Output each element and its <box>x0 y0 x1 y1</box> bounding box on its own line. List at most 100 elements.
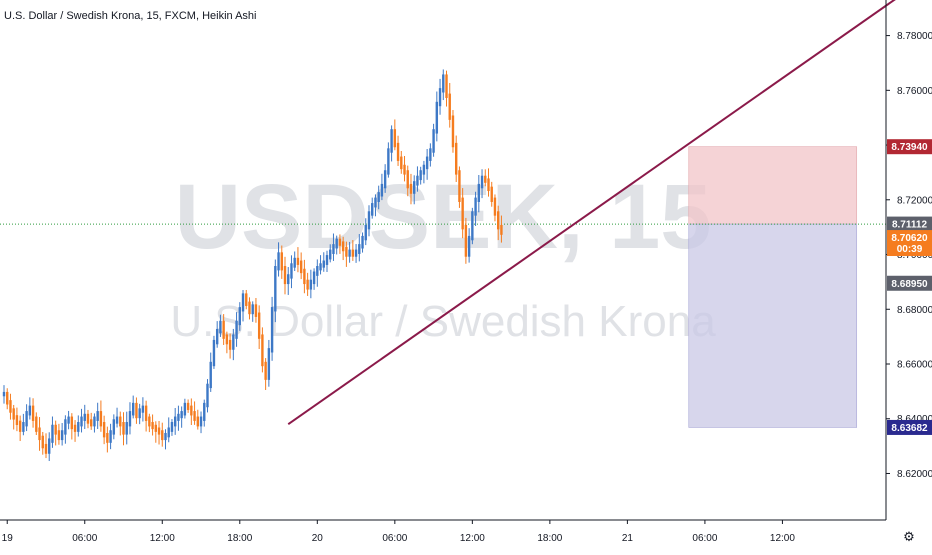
candle <box>57 423 61 445</box>
candle <box>164 429 167 450</box>
price-label-box <box>887 216 932 232</box>
candle-body <box>422 164 426 175</box>
chart-title: U.S. Dollar / Swedish Krona, 15, FXCM, H… <box>4 10 257 22</box>
candle <box>341 236 345 261</box>
candle-body <box>299 260 303 274</box>
candle-body <box>241 293 245 312</box>
price-label-text: 8.68950 <box>891 279 928 290</box>
candle-body <box>338 238 342 246</box>
candle-body <box>438 88 442 107</box>
candle-body <box>264 361 267 380</box>
candle <box>77 415 80 437</box>
candle-body <box>409 183 413 194</box>
candle <box>215 321 219 348</box>
candle-body <box>122 422 125 435</box>
candle-body <box>432 129 435 153</box>
candle <box>35 412 38 436</box>
candle-body <box>484 175 487 183</box>
candle <box>283 256 287 295</box>
candle-body <box>6 391 9 405</box>
candle <box>38 417 41 451</box>
candle <box>487 168 490 197</box>
candle <box>312 268 316 290</box>
candle-body <box>44 443 48 454</box>
candle <box>367 205 371 237</box>
candle <box>474 191 477 226</box>
y-tick-label: 8.72000 <box>897 195 932 206</box>
candle <box>287 267 290 295</box>
candle <box>112 414 116 440</box>
candle-body <box>293 257 296 268</box>
candle-body <box>228 339 232 350</box>
candle-body <box>354 249 358 257</box>
candle <box>484 169 487 187</box>
candle-body <box>186 402 190 410</box>
candle <box>60 423 64 446</box>
candle <box>413 175 416 205</box>
candle-body <box>35 416 38 432</box>
candle-body <box>413 181 416 194</box>
candle-body <box>406 170 409 189</box>
candle-body <box>251 304 254 315</box>
candle-body <box>102 422 106 438</box>
candle <box>219 314 222 337</box>
candle <box>51 416 54 448</box>
candle <box>6 388 9 410</box>
candle <box>280 245 283 279</box>
candle-body <box>458 170 461 202</box>
candle-body <box>455 142 458 175</box>
candle <box>374 194 377 217</box>
candle <box>493 194 497 222</box>
candle-body <box>80 416 83 427</box>
candle-body <box>474 197 477 216</box>
candle <box>203 399 206 427</box>
candle <box>345 241 348 267</box>
candle-body <box>303 268 306 285</box>
candle-body <box>164 432 167 441</box>
candle <box>361 232 364 253</box>
candle <box>41 431 44 455</box>
candle-body <box>416 175 419 186</box>
candle-body <box>400 156 403 170</box>
candle-body <box>480 175 484 189</box>
x-tick-label: 18:00 <box>227 533 252 544</box>
candle <box>99 400 103 432</box>
candle-body <box>193 411 196 421</box>
candle <box>228 333 232 359</box>
candle <box>348 241 351 263</box>
candle <box>73 420 77 442</box>
candle-body <box>348 249 351 257</box>
candle <box>316 259 319 287</box>
candle <box>109 423 112 450</box>
candle-body <box>9 400 12 413</box>
trendline <box>287 0 896 426</box>
candle <box>322 252 325 272</box>
candle <box>409 173 413 205</box>
y-tick-label: 8.66000 <box>897 360 932 371</box>
candle-body <box>22 422 25 432</box>
candle-body <box>15 415 19 426</box>
candle <box>238 302 241 331</box>
candle-body <box>161 430 164 441</box>
candle-body <box>364 224 367 241</box>
candle-body <box>238 307 241 326</box>
candle <box>161 422 164 447</box>
gear-icon[interactable]: ⚙ <box>903 529 915 544</box>
price-label-text: 00:39 <box>897 244 923 255</box>
candle-body <box>274 266 277 312</box>
candle-body <box>329 249 332 260</box>
candle-body <box>283 266 287 285</box>
y-tick-label: 8.64000 <box>897 414 932 425</box>
candle <box>445 70 448 107</box>
candle <box>102 415 106 445</box>
candle <box>299 252 303 280</box>
candle-body <box>28 405 32 416</box>
candle <box>70 413 74 440</box>
candle-body <box>254 304 258 317</box>
candle-body <box>41 435 44 449</box>
candle <box>354 244 358 263</box>
candle-body <box>170 422 174 432</box>
candle <box>170 419 174 436</box>
candle <box>451 110 455 153</box>
